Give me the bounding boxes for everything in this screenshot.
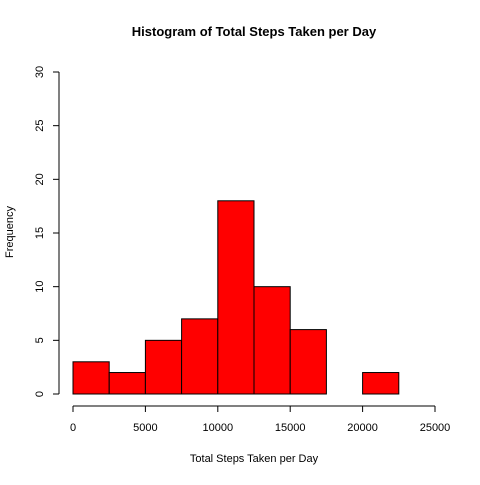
y-tick-label: 20	[34, 173, 46, 185]
bars-group	[72, 200, 400, 395]
y-tick-label: 15	[34, 227, 46, 239]
y-axis-label: Frequency	[4, 206, 16, 258]
x-tick-label: 5000	[133, 422, 157, 434]
x-axis: 0 5000 10000 15000 20000 25000	[70, 405, 451, 434]
histogram-bar	[108, 372, 146, 395]
y-tick-label: 30	[34, 66, 46, 78]
y-tick-label: 0	[34, 391, 46, 397]
histogram-bar	[181, 318, 219, 395]
x-tick-label: 20000	[347, 422, 378, 434]
histogram-bar	[362, 372, 400, 395]
x-tick-label: 0	[70, 422, 76, 434]
histogram-bar	[217, 200, 255, 395]
x-tick-label: 25000	[420, 422, 451, 434]
y-tick-label: 5	[34, 337, 46, 343]
x-tick-label: 15000	[275, 422, 306, 434]
chart-title: Histogram of Total Steps Taken per Day	[132, 24, 377, 39]
histogram-bar	[289, 329, 327, 395]
x-tick-label: 10000	[203, 422, 234, 434]
histogram-bar	[72, 361, 110, 395]
x-axis-label: Total Steps Taken per Day	[190, 453, 319, 465]
y-tick-label: 25	[34, 120, 46, 132]
y-axis: 0 5 10 15 20 25 30	[34, 66, 60, 397]
histogram-bar	[253, 286, 291, 395]
y-tick-label: 10	[34, 281, 46, 293]
histogram-bar	[144, 339, 183, 395]
